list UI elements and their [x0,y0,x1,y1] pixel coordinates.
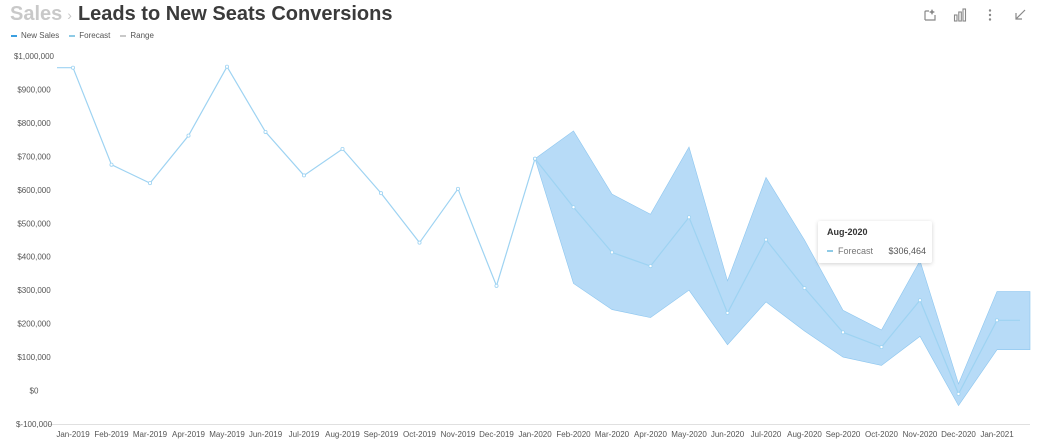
legend-swatch [120,34,127,37]
x-tick-label: Mar-2020 [595,430,630,439]
chart-tooltip: Aug-2020 Forecast $306,464 [818,221,932,263]
new-sales-point [71,65,76,70]
range-band [534,130,1031,407]
x-tick-label: Feb-2019 [94,430,129,439]
x-tick-label: Feb-2020 [556,430,591,439]
page-title: Leads to New Seats Conversions [77,3,393,25]
forecast-point [841,330,846,335]
legend-item-forecast[interactable]: Forecast [69,31,110,40]
x-tick-label: Dec-2020 [941,430,976,439]
forecast-point [764,237,769,242]
x-tick-label: Jun-2019 [249,430,283,439]
new-sales-point [378,191,383,196]
x-tick-label: Oct-2019 [403,430,436,439]
y-tick-label: $500,000 [17,219,51,228]
new-sales-point [340,147,345,152]
new-sales-line [57,65,536,288]
x-tick-label: Jan-2020 [518,430,552,439]
new-sales-point [494,283,499,288]
y-tick-label: $0 [30,387,39,396]
new-sales-point [147,181,152,186]
x-tick-label: May-2019 [209,430,245,439]
chart-header: Sales › Leads to New Seats Conversions [10,3,392,29]
y-tick-label: $400,000 [17,253,51,262]
x-tick-label: Jul-2019 [289,430,320,439]
y-tick-label: $200,000 [17,320,51,329]
chart-legend: New Sales Forecast Range [11,31,154,40]
forecast-point [533,156,538,161]
forecast-point [956,391,961,396]
forecast-point [995,318,1000,323]
x-tick-label: Jan-2021 [980,430,1014,439]
annotate-icon[interactable] [922,6,938,24]
forecast-point [879,345,884,350]
forecast-point [918,298,923,303]
forecast-point [687,215,692,220]
y-tick-label: $800,000 [17,119,51,128]
x-tick-label: Dec-2019 [479,430,514,439]
y-tick-label: $1,000,000 [14,52,55,61]
forecast-line [534,158,1020,396]
x-tick-label: Jan-2019 [56,430,90,439]
x-tick-label: Sep-2020 [826,430,861,439]
tooltip-series: Forecast [838,246,874,256]
more-icon[interactable] [982,6,998,24]
collapse-icon[interactable] [1012,6,1028,24]
tooltip-swatch [827,250,833,252]
x-tick-label: Jun-2020 [711,430,745,439]
x-tick-label: Aug-2019 [325,430,360,439]
y-tick-label: $600,000 [17,186,51,195]
x-tick-label: Oct-2020 [865,430,898,439]
x-tick-label: Aug-2020 [787,430,822,439]
x-tick-label: Mar-2019 [133,430,168,439]
chart-type-icon[interactable] [952,6,968,24]
new-sales-point [224,64,229,69]
new-sales-point [301,173,306,178]
forecast-point [571,205,576,210]
legend-swatch [69,34,76,37]
new-sales-point [186,133,191,138]
y-tick-label: $-100,000 [16,420,53,429]
y-tick-label: $300,000 [17,286,51,295]
breadcrumb[interactable]: Sales [10,3,63,25]
new-sales-point [263,129,268,134]
y-tick-label: $900,000 [17,85,51,94]
x-tick-label: Apr-2020 [634,430,667,439]
breadcrumb-separator-icon: › [67,7,72,23]
x-tick-label: Jul-2020 [751,430,782,439]
tooltip-row: Forecast $306,464 [827,246,926,256]
forecast-point [610,250,615,255]
x-tick-label: Apr-2019 [172,430,205,439]
x-tick-label: May-2020 [671,430,707,439]
legend-item-new-sales[interactable]: New Sales [11,31,59,40]
x-tick-label: Nov-2019 [441,430,476,439]
legend-label: Forecast [79,31,111,40]
new-sales-point [109,162,114,167]
x-tick-label: Nov-2020 [903,430,938,439]
toolbar [922,6,1028,24]
legend-label: New Sales [21,31,60,40]
tooltip-value: $306,464 [888,246,926,256]
legend-label: Range [130,31,154,40]
forecast-point [802,286,807,291]
y-tick-label: $700,000 [17,152,51,161]
tooltip-title: Aug-2020 [827,227,868,237]
new-sales-point [417,240,422,245]
forecast-point [725,310,730,315]
legend-swatch [11,34,17,37]
legend-item-range[interactable]: Range [120,31,154,40]
new-sales-point [455,186,460,191]
y-tick-label: $100,000 [17,353,51,362]
forecast-point [648,264,653,269]
x-tick-label: Sep-2019 [364,430,399,439]
